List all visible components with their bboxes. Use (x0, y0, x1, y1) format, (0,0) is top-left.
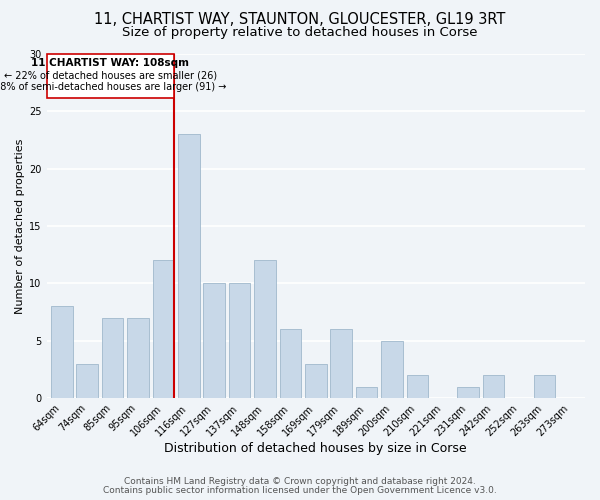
Text: ← 22% of detached houses are smaller (26): ← 22% of detached houses are smaller (26… (4, 70, 217, 80)
X-axis label: Distribution of detached houses by size in Corse: Distribution of detached houses by size … (164, 442, 467, 455)
Bar (102, 318, 124, 398)
Bar (254, 260, 276, 398)
Bar (483, 375, 505, 398)
Bar (203, 284, 225, 398)
Text: 78% of semi-detached houses are larger (91) →: 78% of semi-detached houses are larger (… (0, 82, 227, 92)
Bar (331, 329, 352, 398)
Y-axis label: Number of detached properties: Number of detached properties (15, 138, 25, 314)
Bar (280, 329, 301, 398)
Text: Contains HM Land Registry data © Crown copyright and database right 2024.: Contains HM Land Registry data © Crown c… (124, 477, 476, 486)
Bar (152, 260, 174, 398)
Bar (533, 375, 555, 398)
Text: Size of property relative to detached houses in Corse: Size of property relative to detached ho… (122, 26, 478, 39)
Text: 11, CHARTIST WAY, STAUNTON, GLOUCESTER, GL19 3RT: 11, CHARTIST WAY, STAUNTON, GLOUCESTER, … (94, 12, 506, 28)
Bar (457, 386, 479, 398)
FancyBboxPatch shape (47, 54, 174, 98)
Bar (381, 340, 403, 398)
Bar (305, 364, 326, 398)
Bar (229, 284, 250, 398)
Bar (127, 318, 149, 398)
Text: Contains public sector information licensed under the Open Government Licence v3: Contains public sector information licen… (103, 486, 497, 495)
Bar (51, 306, 73, 398)
Text: 11 CHARTIST WAY: 108sqm: 11 CHARTIST WAY: 108sqm (31, 58, 190, 68)
Bar (76, 364, 98, 398)
Bar (407, 375, 428, 398)
Bar (178, 134, 200, 398)
Bar (356, 386, 377, 398)
